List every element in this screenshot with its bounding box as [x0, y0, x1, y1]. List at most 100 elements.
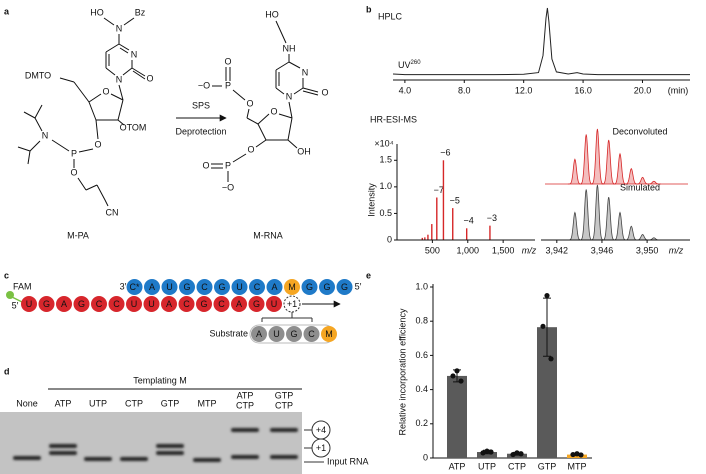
lane-label: ATP — [55, 398, 72, 408]
atom-label: N — [286, 91, 293, 101]
isotope-peak — [590, 128, 605, 185]
atom-label: O — [246, 98, 253, 108]
atom-label: P — [71, 148, 77, 158]
atom-label: O — [102, 86, 109, 96]
x-tick-label: 12.0 — [515, 85, 533, 95]
y-tick-label: 1.0 — [415, 281, 428, 291]
band-marker — [311, 438, 331, 458]
replicate-point — [548, 356, 554, 362]
y-tick-label: 0 — [423, 452, 428, 462]
nucleotide — [303, 326, 320, 342]
nucleotide — [56, 296, 72, 312]
bracket — [261, 312, 313, 322]
replicate-point — [458, 378, 464, 384]
atom-label: N — [42, 130, 49, 140]
gel-band — [270, 428, 298, 432]
peak-label: −6 — [440, 148, 450, 158]
arrow-label: Deprotection — [175, 126, 226, 136]
nucleotide-label: C — [96, 299, 103, 309]
gel-band — [156, 444, 184, 448]
nucleotide — [126, 296, 142, 312]
chart-title: HR-ESI-MS — [370, 114, 417, 124]
nucleotide — [108, 296, 125, 312]
isotope-peak — [567, 158, 582, 185]
lane-label: CTP — [125, 398, 143, 408]
atom-label: HO — [265, 9, 279, 19]
replicate-point — [488, 449, 494, 455]
atom-label: N — [131, 49, 138, 59]
nucleotide — [336, 279, 353, 295]
gel-band — [49, 444, 77, 448]
atom-label: HO — [90, 7, 104, 17]
lane-label: GTP — [275, 390, 294, 400]
nucleotide — [286, 326, 302, 342]
x-tick-label: 3,950 — [636, 245, 659, 255]
gel-band — [120, 457, 148, 461]
isotope-peak — [567, 211, 582, 241]
nucleotide — [161, 296, 177, 312]
trace — [392, 7, 690, 76]
y-tick-label: 1.5 — [379, 155, 392, 165]
gel-band — [13, 456, 41, 460]
nucleotide-label: G — [253, 299, 260, 309]
y-tick-label: 0.2 — [415, 418, 428, 428]
y-tick-label: 0 — [387, 234, 392, 244]
atom-label: −O — [198, 80, 210, 90]
atom-label: P — [225, 80, 231, 90]
replicate-point — [450, 373, 456, 379]
y-tick-label: 0.8 — [415, 316, 428, 326]
x-tick-label: CTP — [508, 461, 526, 471]
panel-label: c — [4, 270, 9, 280]
isotope-peak — [601, 197, 616, 241]
y-axis-label: Intensity — [366, 183, 376, 217]
nucleotide — [178, 296, 195, 312]
trace-label: UV260 — [398, 60, 421, 71]
lane-label: CTP — [275, 400, 293, 410]
peak-label: −4 — [464, 216, 474, 226]
replicate-point — [570, 451, 576, 458]
nucleotide-label: A — [149, 282, 155, 292]
trace-label-main: UV — [398, 60, 411, 70]
isotope-peak — [613, 152, 627, 185]
atom-label: O — [270, 106, 277, 116]
gel-band — [49, 451, 77, 455]
nucleotide — [231, 279, 248, 295]
nucleotide — [301, 279, 318, 295]
x-tick-label: 1,000 — [457, 245, 480, 255]
atom-label: O — [94, 139, 101, 149]
x-tick-label: 16.0 — [574, 85, 592, 95]
isotope-peak — [579, 134, 594, 185]
compound-name: M-RNA — [253, 230, 283, 240]
nucleotide-label: C — [201, 282, 208, 292]
chart-title: HPLC — [378, 11, 403, 21]
x-tick-label: 20.0 — [634, 85, 652, 95]
atom-label: O — [70, 167, 77, 177]
arrow-label: SPS — [192, 100, 210, 110]
lane-label: None — [16, 398, 38, 408]
atom-label: O — [146, 73, 153, 83]
bonds — [211, 20, 319, 182]
y-tick-label: 0.6 — [415, 350, 428, 360]
replicate-point — [454, 368, 460, 374]
lane-label: UTP — [89, 398, 107, 408]
isotope-peak — [579, 189, 594, 241]
nucleotide — [321, 326, 337, 342]
band-label: +1 — [316, 443, 326, 453]
replicate-point — [578, 452, 584, 458]
lane-label: GTP — [161, 398, 180, 408]
y-axis-label: Relative incorporation efficiency — [397, 308, 407, 435]
x-tick-label: GTP — [538, 461, 557, 471]
nucleotide-label: U — [131, 299, 138, 309]
nucleotide — [196, 296, 212, 312]
bar — [507, 453, 527, 458]
substrate-label: Substrate — [209, 328, 248, 338]
nucleotide-label: G — [306, 282, 313, 292]
x-unit: (min) — [668, 85, 689, 95]
nucleotide-label: G — [43, 299, 50, 309]
isotope-peak — [601, 139, 616, 185]
nucleotide-label: G — [290, 329, 297, 339]
replicate-point — [518, 451, 524, 457]
x-tick-label: 8.0 — [458, 85, 471, 95]
